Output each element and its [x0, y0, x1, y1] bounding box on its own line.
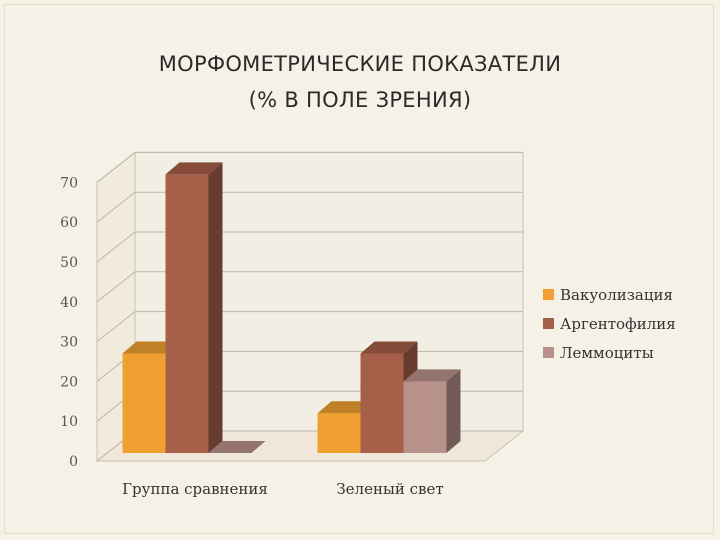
legend-label: Вакуолизация: [560, 285, 673, 304]
title-line-1: МОРФОМЕТРИЧЕСКИЕ ПОКАЗАТЕЛИ: [158, 52, 562, 76]
gridline: [96, 191, 523, 223]
bar-front: [317, 413, 361, 453]
bar-front: [165, 174, 209, 453]
y-tick-label: 0: [69, 454, 78, 470]
y-tick-label: 40: [60, 295, 78, 311]
chart-bars: [122, 162, 461, 453]
legend-label: Леммоциты: [560, 343, 654, 362]
bar-front: [360, 353, 404, 453]
x-axis-label: Группа сравнения: [122, 480, 268, 498]
bar-top: [122, 341, 180, 354]
bar-side: [446, 369, 461, 453]
bar-front: [403, 381, 447, 453]
y-tick-label: 30: [60, 335, 78, 351]
legend-swatch: [543, 289, 554, 300]
legend-swatch: [543, 318, 554, 329]
legend-swatch: [543, 347, 554, 358]
y-tick-label: 60: [60, 215, 78, 231]
y-axis-ticks: 0 10 20 30 40 50 60 70: [60, 175, 78, 470]
bar-side: [208, 162, 223, 453]
page-title: МОРФОМЕТРИЧЕСКИЕ ПОКАЗАТЕЛИ (% В ПОЛЕ ЗР…: [60, 46, 660, 118]
slide-border: [4, 4, 714, 534]
y-tick-label: 20: [60, 374, 78, 390]
bar-top: [208, 441, 266, 453]
bar-top: [403, 369, 461, 382]
gridline: [96, 151, 523, 183]
bar: [165, 162, 223, 453]
title-line-2: (% В ПОЛЕ ЗРЕНИЯ): [248, 88, 472, 112]
legend-label: Аргентофилия: [560, 314, 676, 333]
chart-legend: Вакуолизация Аргентофилия Леммоциты: [543, 280, 676, 367]
gridline: [96, 271, 523, 303]
bar: [403, 369, 461, 453]
bar-top: [360, 341, 418, 354]
bar-top: [317, 401, 375, 414]
bar-top: [165, 162, 223, 175]
y-tick-label: 50: [60, 255, 78, 271]
x-axis-labels: Группа сравнения Зеленый свет: [122, 480, 444, 498]
legend-item: Леммоциты: [543, 338, 676, 367]
bar-front: [122, 353, 166, 453]
y-tick-label: 10: [60, 414, 78, 430]
legend-item: Аргентофилия: [543, 309, 676, 338]
bar: [360, 341, 418, 453]
y-tick-label: 70: [60, 175, 78, 191]
gridline: [96, 231, 523, 263]
legend-item: Вакуолизация: [543, 280, 676, 309]
bar: [208, 441, 266, 453]
gridline: [96, 311, 523, 342]
x-axis-label: Зеленый свет: [336, 480, 443, 498]
